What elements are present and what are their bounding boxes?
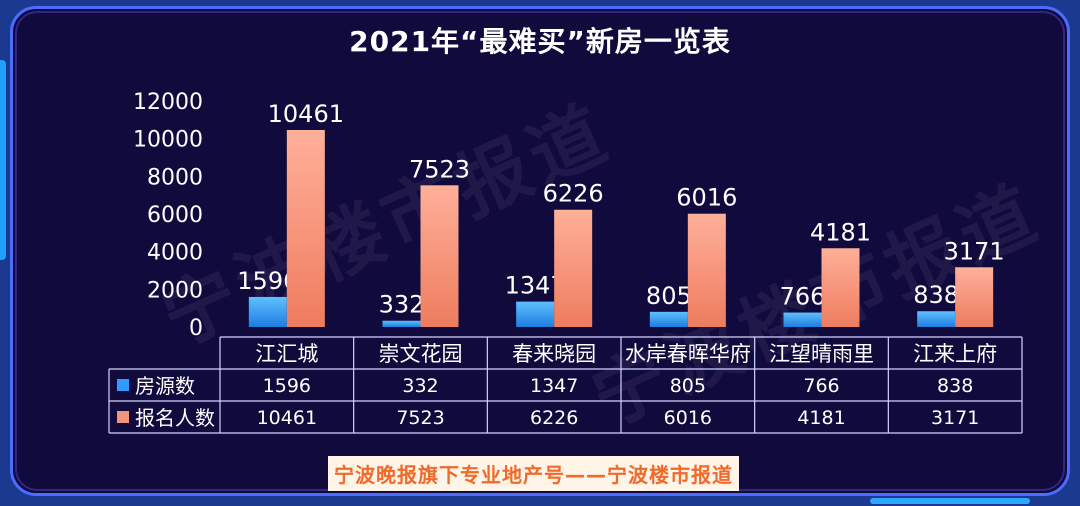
footer-banner: 宁波晚报旗下专业地产号——宁波楼市报道 — [328, 456, 739, 491]
table-cell: 10461 — [257, 407, 317, 429]
bar — [783, 312, 822, 327]
chart-panel: 宁波楼市报道 宁波楼市报道 — [10, 6, 1070, 496]
y-tick-label: 6000 — [147, 203, 203, 228]
data-label: 6016 — [676, 184, 737, 212]
y-tick-label: 10000 — [133, 128, 203, 153]
table-cell: 4181 — [797, 407, 845, 429]
x-category-label: 春来晓园 — [512, 342, 596, 366]
data-label: 766 — [780, 283, 826, 311]
table-cell: 1596 — [263, 375, 311, 397]
table-cell: 838 — [937, 375, 973, 397]
table-cell: 6226 — [530, 407, 578, 429]
y-tick-label: 8000 — [147, 165, 203, 190]
bar — [516, 301, 555, 327]
data-label: 7523 — [409, 155, 470, 183]
bar — [420, 185, 459, 327]
y-axis: 12000 10000 8000 6000 4000 2000 0 — [133, 90, 203, 341]
bar — [955, 267, 994, 327]
bar — [821, 248, 860, 327]
table-cell: 3171 — [931, 407, 979, 429]
data-label: 838 — [913, 281, 959, 309]
chart-title: 2021年“最难买”新房一览表 — [349, 25, 731, 58]
data-label: 4181 — [810, 218, 871, 246]
bar — [917, 311, 956, 327]
legend-swatch — [117, 379, 129, 391]
bar — [248, 296, 287, 327]
x-category-label: 崇文花园 — [379, 342, 463, 366]
x-category-label: 江来上府 — [913, 342, 997, 366]
data-label: 332 — [379, 291, 425, 319]
bar — [382, 320, 421, 327]
bottom-accent-bar — [870, 498, 1030, 504]
table-cell: 1347 — [530, 375, 578, 397]
x-category-label: 水岸春晖华府 — [625, 342, 751, 366]
bars: 1596104613327523134762268056016766418183… — [237, 100, 1005, 327]
x-category-label: 江汇城 — [255, 342, 318, 366]
y-tick-label: 4000 — [147, 241, 203, 266]
bar — [687, 213, 726, 327]
bar — [286, 129, 325, 327]
data-label: 10461 — [268, 100, 344, 128]
table-cell: 6016 — [664, 407, 712, 429]
legend-label: 房源数 — [135, 374, 195, 398]
x-category-label: 江望晴雨里 — [769, 342, 874, 366]
table-cell: 7523 — [396, 407, 444, 429]
data-label: 3171 — [944, 237, 1005, 265]
table-cell: 805 — [670, 375, 706, 397]
legend-label: 报名人数 — [135, 406, 215, 430]
bar — [649, 311, 688, 327]
data-label: 805 — [646, 282, 692, 310]
y-tick-label: 12000 — [133, 90, 203, 115]
y-tick-label: 0 — [189, 316, 203, 341]
legend-swatch — [117, 411, 129, 423]
data-label: 6226 — [543, 180, 604, 208]
left-accent-bar — [0, 60, 6, 260]
y-tick-label: 2000 — [147, 278, 203, 303]
table-cell: 766 — [803, 375, 839, 397]
bar — [554, 209, 593, 327]
table-cell: 332 — [402, 375, 438, 397]
